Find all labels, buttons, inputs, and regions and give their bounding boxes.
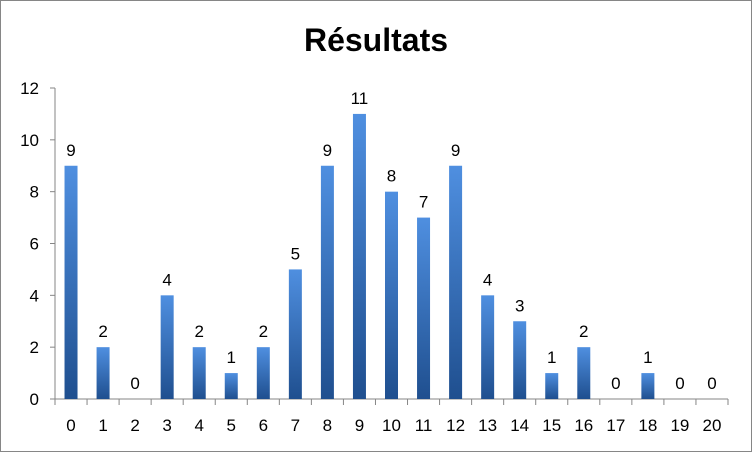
x-tick-label: 11 [415, 416, 433, 435]
bar [449, 165, 463, 399]
bar [641, 373, 655, 399]
y-tick-label: 10 [20, 131, 39, 150]
y-tick-label: 12 [20, 79, 39, 98]
bar [64, 165, 78, 399]
x-tick-label: 2 [130, 416, 139, 435]
x-tick-label: 16 [574, 416, 593, 435]
chart-title: Résultats [303, 22, 449, 58]
x-tick-label: 7 [291, 416, 300, 435]
x-tick-label: 9 [355, 416, 364, 435]
data-label: 8 [387, 167, 396, 186]
bar [256, 347, 270, 399]
bar [385, 191, 398, 399]
bars [64, 113, 655, 400]
bar [577, 347, 591, 399]
y-tick-label: 2 [30, 338, 39, 357]
x-tick-label: 20 [703, 416, 722, 435]
data-label: 9 [323, 141, 332, 160]
data-label: 1 [227, 348, 236, 367]
x-tick-label: 3 [162, 416, 171, 435]
data-label: 1 [643, 348, 652, 367]
y-tick-label: 0 [30, 390, 39, 409]
bar [545, 373, 559, 399]
x-tick-label: 1 [98, 416, 107, 435]
bar [352, 113, 366, 400]
x-tick-label: 15 [542, 416, 561, 435]
x-tick-label: 18 [638, 416, 657, 435]
data-label: 2 [259, 322, 268, 341]
data-label: 0 [611, 374, 620, 393]
bar [513, 321, 527, 399]
bar [96, 347, 110, 399]
x-tick-label: 12 [446, 416, 465, 435]
data-label: 0 [707, 374, 716, 393]
data-label: 0 [675, 374, 684, 393]
y-tick-label: 8 [30, 183, 39, 202]
bar [481, 295, 495, 399]
y-tick-label: 6 [30, 235, 39, 254]
x-tick-label: 13 [478, 416, 497, 435]
x-tick-label: 8 [323, 416, 332, 435]
data-label: 2 [98, 322, 107, 341]
bar [160, 295, 174, 399]
data-label: 0 [130, 374, 139, 393]
bar [417, 217, 431, 399]
x-axis-ticks: 0 1 2 3 4 5 6 7 8 9 10 11 12 13 14 15 16 17 18 19 20 [54, 399, 729, 435]
x-tick-label: 4 [194, 416, 203, 435]
x-tick-label: 5 [227, 416, 236, 435]
data-labels: 9 2 0 4 2 1 2 5 9 11 8 7 9 4 3 1 2 0 1 0 0 [66, 89, 716, 393]
x-tick-label: 17 [606, 416, 625, 435]
x-tick-label: 14 [510, 416, 529, 435]
data-label: 11 [351, 89, 369, 108]
bar [192, 347, 206, 399]
data-label: 2 [579, 322, 588, 341]
data-label: 2 [194, 322, 203, 341]
data-label: 5 [291, 244, 300, 263]
x-tick-label: 10 [382, 416, 401, 435]
data-label: 9 [451, 141, 460, 160]
data-label: 3 [515, 296, 524, 315]
bar [320, 165, 334, 399]
data-label: 4 [483, 270, 492, 289]
x-tick-label: 6 [259, 416, 268, 435]
bar [288, 269, 302, 399]
data-label: 4 [162, 270, 171, 289]
x-tick-label: 19 [670, 416, 689, 435]
data-label: 9 [66, 141, 75, 160]
y-axis-ticks: 0 2 4 6 8 10 12 [20, 79, 55, 409]
data-label: 1 [547, 348, 556, 367]
y-tick-label: 4 [30, 286, 39, 305]
bar [224, 373, 238, 399]
x-tick-label: 0 [66, 416, 75, 435]
data-label: 7 [419, 193, 428, 212]
